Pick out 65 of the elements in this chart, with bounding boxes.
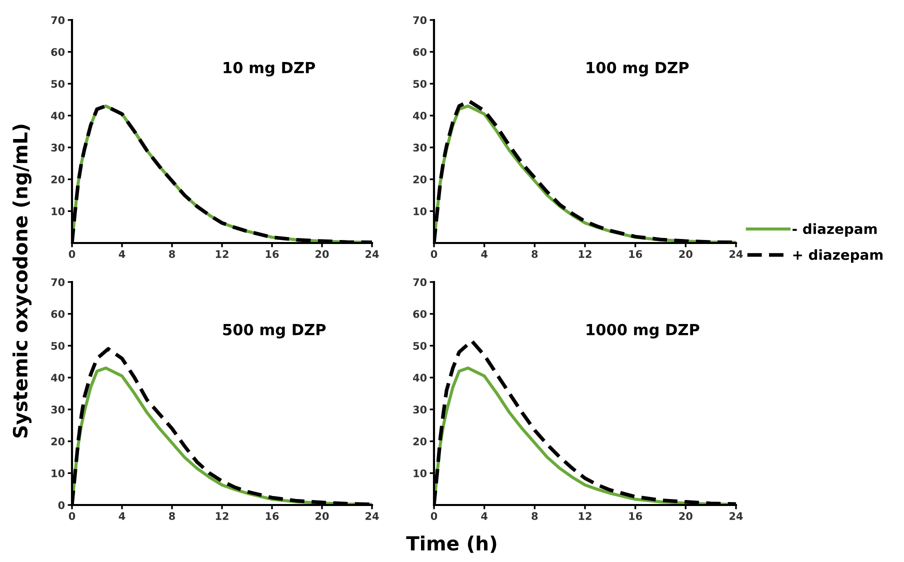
x-tick-label: 8 (532, 250, 538, 258)
x-tick-label: 0 (430, 512, 438, 520)
y-tick-label: 30 (51, 144, 65, 152)
y-axis-title: Systemic oxycodone (ng/mL) (12, 124, 32, 438)
y-tick-label: 20 (51, 438, 65, 446)
annotation: 100 mg DZP (586, 62, 689, 76)
x-tick-label: 12 (216, 250, 228, 258)
y-tick-label: 60 (51, 310, 65, 318)
y-tick-label: 40 (51, 374, 65, 382)
annotation: 1000 mg DZP (586, 324, 700, 338)
x-tick-label: 8 (169, 512, 175, 520)
y-tick-label: 70 (413, 278, 427, 286)
annotation: 10 mg DZP (224, 62, 316, 76)
y-tick-label: 30 (51, 406, 65, 414)
x-tick-label: 24 (730, 512, 743, 520)
x-axis-title: Time (h) (406, 536, 496, 553)
y-tick-label: 60 (413, 48, 427, 56)
y-tick-label: 60 (413, 310, 427, 318)
y-tick-label: 50 (413, 342, 427, 350)
x-tick-label: 24 (366, 512, 379, 520)
x-tick-label: 4 (118, 250, 126, 258)
y-tick-label: 10 (414, 207, 427, 216)
y-tick-label: 50 (51, 342, 65, 350)
x-tick-label: 8 (169, 250, 175, 258)
x-tick-label: 4 (481, 250, 488, 258)
y-tick-label: 50 (413, 80, 427, 88)
x-tick-label: 0 (68, 250, 76, 258)
y-tick-label: 30 (413, 406, 427, 414)
x-tick-label: 4 (481, 512, 488, 520)
y-tick-label: 70 (413, 16, 427, 24)
y-tick-label: 20 (413, 176, 427, 184)
y-tick-label: 10 (52, 469, 65, 478)
y-tick-label: 40 (413, 112, 427, 120)
y-tick-label: 10 (414, 469, 427, 478)
y-tick-label: 50 (51, 80, 65, 88)
x-tick-label: 20 (316, 512, 329, 520)
x-tick-label: 4 (118, 512, 126, 520)
x-tick-label: 20 (679, 250, 692, 258)
legend-label: + diazepam (793, 249, 883, 263)
x-tick-label: 12 (216, 512, 228, 520)
y-tick-label: 20 (413, 438, 427, 446)
y-tick-label: 70 (51, 278, 65, 286)
x-tick-label: 16 (266, 250, 279, 258)
x-tick-label: 20 (679, 512, 692, 520)
y-tick-label: 0 (58, 501, 65, 510)
y-tick-label: 30 (413, 144, 427, 152)
y-tick-label: 60 (51, 48, 65, 56)
annotation: 500 mg DZP (223, 324, 326, 338)
legend-label: - diazepam (792, 223, 877, 237)
x-tick-label: 24 (730, 250, 743, 258)
x-tick-label: 12 (578, 512, 592, 520)
x-tick-label: 24 (366, 250, 379, 258)
y-tick-label: 40 (51, 112, 65, 120)
x-tick-label: 8 (532, 512, 538, 520)
y-tick-label: 40 (413, 374, 427, 382)
x-tick-label: 0 (68, 512, 76, 520)
x-tick-label: 16 (266, 512, 279, 520)
y-tick-label: 20 (51, 176, 65, 184)
y-tick-label: 70 (51, 16, 65, 24)
x-tick-label: 20 (316, 250, 329, 258)
x-tick-label: 16 (629, 250, 642, 258)
y-tick-label: 10 (52, 207, 65, 216)
x-tick-label: 12 (578, 250, 592, 258)
x-tick-label: 0 (430, 250, 438, 258)
x-tick-label: 16 (629, 512, 642, 520)
